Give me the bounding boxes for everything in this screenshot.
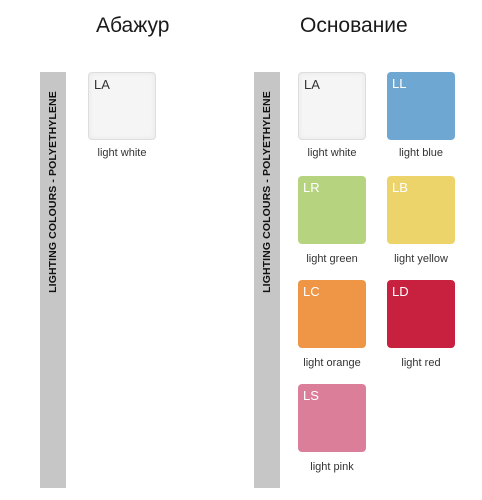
- base-swatch-light-green[interactable]: LR: [298, 176, 366, 244]
- swatch-caption: light white: [97, 147, 147, 159]
- shade-swatch-light-white[interactable]: LA: [88, 72, 156, 140]
- base-swatch-light-yellow[interactable]: LB: [387, 176, 455, 244]
- swatch-code: LB: [392, 180, 408, 195]
- base-swatch-light-orange[interactable]: LC: [298, 280, 366, 348]
- swatch-caption: light yellow: [394, 253, 448, 265]
- swatch-code: LL: [392, 76, 407, 91]
- base-swatch-light-blue[interactable]: LL: [387, 72, 455, 140]
- swatch-code: LR: [303, 180, 320, 195]
- base-colour-bar-label: LIGHTING COLOURS - POLYETHYLENE: [261, 91, 273, 293]
- swatch-code: LC: [303, 284, 320, 299]
- shade-section-title: Абажур: [96, 14, 170, 37]
- swatch-caption: light blue: [398, 147, 444, 159]
- base-swatch-light-pink[interactable]: LS: [298, 384, 366, 452]
- swatch-code: LD: [392, 284, 409, 299]
- swatch-caption: light green: [306, 253, 358, 265]
- base-colour-bar: LIGHTING COLOURS - POLYETHYLENE: [254, 72, 280, 488]
- swatch-caption: light orange: [303, 357, 361, 369]
- swatch-code: LA: [304, 77, 320, 92]
- swatch-code: LS: [303, 388, 319, 403]
- shade-colour-bar-label: LIGHTING COLOURS - POLYETHYLENE: [47, 91, 59, 293]
- base-section-title: Основание: [300, 14, 408, 37]
- swatch-caption: light white: [307, 147, 357, 159]
- swatch-code: LA: [94, 77, 110, 92]
- shade-colour-bar: LIGHTING COLOURS - POLYETHYLENE: [40, 72, 66, 488]
- swatch-caption: light red: [401, 357, 441, 369]
- swatch-caption: light pink: [310, 461, 354, 473]
- base-swatch-light-red[interactable]: LD: [387, 280, 455, 348]
- base-swatch-light-white[interactable]: LA: [298, 72, 366, 140]
